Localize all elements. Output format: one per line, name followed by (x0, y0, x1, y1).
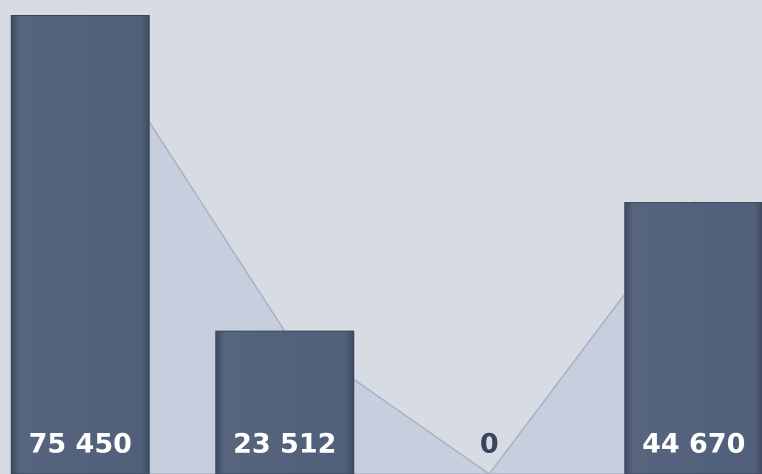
value-label: 0 (480, 429, 499, 460)
value-label: 44 670 (642, 429, 745, 460)
bar (215, 330, 355, 474)
bar (10, 14, 150, 474)
value-label: 75 450 (29, 429, 132, 460)
bar (624, 202, 762, 474)
value-label: 23 512 (233, 429, 336, 460)
